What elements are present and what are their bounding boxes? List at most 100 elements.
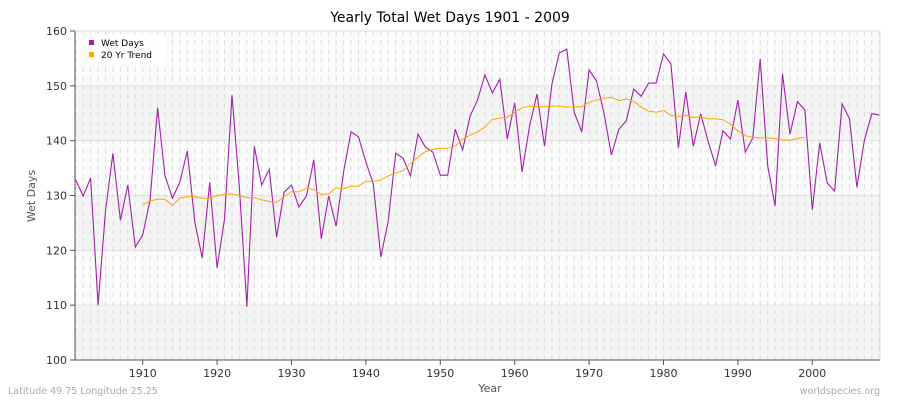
x-tick-label: 1940 (352, 367, 380, 380)
location-label: Latitude 49.75 Longitude 25.25 (8, 386, 158, 397)
data-point-wet-days (491, 91, 494, 94)
data-point-wet-days (610, 153, 613, 156)
data-point-trend (372, 180, 375, 183)
data-point-trend (803, 136, 806, 139)
data-point-trend (156, 198, 159, 201)
data-point-trend (513, 111, 516, 114)
data-point-wet-days (855, 186, 858, 189)
y-tick-label: 100 (46, 354, 67, 367)
data-point-wet-days (863, 139, 866, 142)
data-point-trend (699, 115, 702, 118)
chart-title: Yearly Total Wet Days 1901 - 2009 (329, 10, 570, 26)
data-point-wet-days (245, 305, 248, 308)
data-point-wet-days (156, 106, 159, 109)
data-point-trend (781, 139, 784, 142)
data-point-wet-days (833, 190, 836, 193)
data-point-wet-days (498, 78, 501, 81)
data-point-trend (714, 117, 717, 120)
x-tick-label: 1990 (724, 367, 752, 380)
data-point-trend (595, 99, 598, 102)
y-axis-label: Wet Days (25, 170, 38, 223)
series-line-trend (142, 96, 805, 207)
data-point-wet-days (275, 236, 278, 239)
data-point-wet-days (297, 206, 300, 209)
data-point-trend (394, 172, 397, 175)
y-tick-label: 140 (46, 135, 67, 148)
data-point-wet-days (424, 146, 427, 149)
data-point-trend (483, 125, 486, 128)
data-point-trend (342, 187, 345, 190)
data-point-wet-days (260, 184, 263, 187)
data-point-wet-days (714, 164, 717, 167)
data-point-wet-days (848, 117, 851, 120)
data-point-wet-days (744, 151, 747, 154)
data-point-wet-days (729, 138, 732, 141)
data-point-wet-days (811, 208, 814, 211)
data-point-trend (744, 134, 747, 137)
data-point-wet-days (409, 174, 412, 177)
data-point-trend (506, 116, 509, 119)
data-point-wet-days (513, 101, 516, 104)
data-point-trend (602, 97, 605, 100)
data-point-wet-days (193, 220, 196, 223)
data-point-wet-days (372, 182, 375, 185)
data-point-trend (788, 139, 791, 142)
data-point-wet-days (171, 197, 174, 200)
data-point-trend (245, 196, 248, 199)
data-point-trend (625, 97, 628, 100)
data-point-wet-days (506, 138, 509, 141)
data-point-wet-days (483, 73, 486, 76)
data-point-trend (573, 105, 576, 108)
data-point-trend (260, 198, 263, 201)
data-point-trend (558, 105, 561, 108)
data-point-trend (253, 196, 256, 199)
data-point-trend (409, 162, 412, 165)
data-point-wet-days (595, 79, 598, 82)
data-point-wet-days (454, 128, 457, 131)
data-point-wet-days (178, 180, 181, 183)
data-point-wet-days (692, 145, 695, 148)
data-point-wet-days (305, 195, 308, 198)
data-point-wet-days (416, 133, 419, 136)
y-tick-label: 150 (46, 80, 67, 93)
data-point-trend (528, 105, 531, 108)
data-point-trend (201, 197, 204, 200)
data-point-trend (669, 114, 672, 117)
data-point-trend (610, 96, 613, 99)
data-point-trend (171, 204, 174, 207)
legend-swatch-wet-days (89, 40, 94, 45)
data-point-wet-days (826, 181, 829, 184)
data-point-trend (454, 145, 457, 148)
data-point-trend (640, 106, 643, 109)
x-axis-label: Year (477, 382, 502, 395)
legend-swatch-trend (89, 52, 94, 57)
data-point-trend (223, 193, 226, 196)
data-point-trend (774, 137, 777, 140)
data-point-trend (431, 148, 434, 151)
data-point-wet-days (684, 90, 687, 93)
data-point-wet-days (364, 161, 367, 164)
data-point-trend (759, 136, 762, 139)
data-point-wet-days (461, 148, 464, 151)
data-point-trend (536, 105, 539, 108)
data-point-wet-days (536, 93, 539, 96)
data-point-wet-days (655, 82, 658, 85)
data-point-wet-days (640, 95, 643, 98)
data-point-trend (729, 123, 732, 126)
data-point-wet-days (736, 99, 739, 102)
data-point-wet-days (111, 152, 114, 155)
x-tick-label: 1910 (129, 367, 157, 380)
data-point-wet-days (223, 218, 226, 221)
data-point-trend (208, 197, 211, 200)
data-point-wet-days (632, 88, 635, 91)
data-point-trend (379, 179, 382, 182)
data-point-trend (632, 100, 635, 103)
data-point-trend (149, 199, 152, 202)
data-point-trend (312, 188, 315, 191)
data-point-wet-days (238, 186, 241, 189)
data-point-wet-days (208, 181, 211, 184)
data-point-wet-days (350, 130, 353, 133)
y-tick-label: 130 (46, 190, 67, 203)
data-point-trend (469, 134, 472, 137)
data-point-wet-days (588, 68, 591, 71)
